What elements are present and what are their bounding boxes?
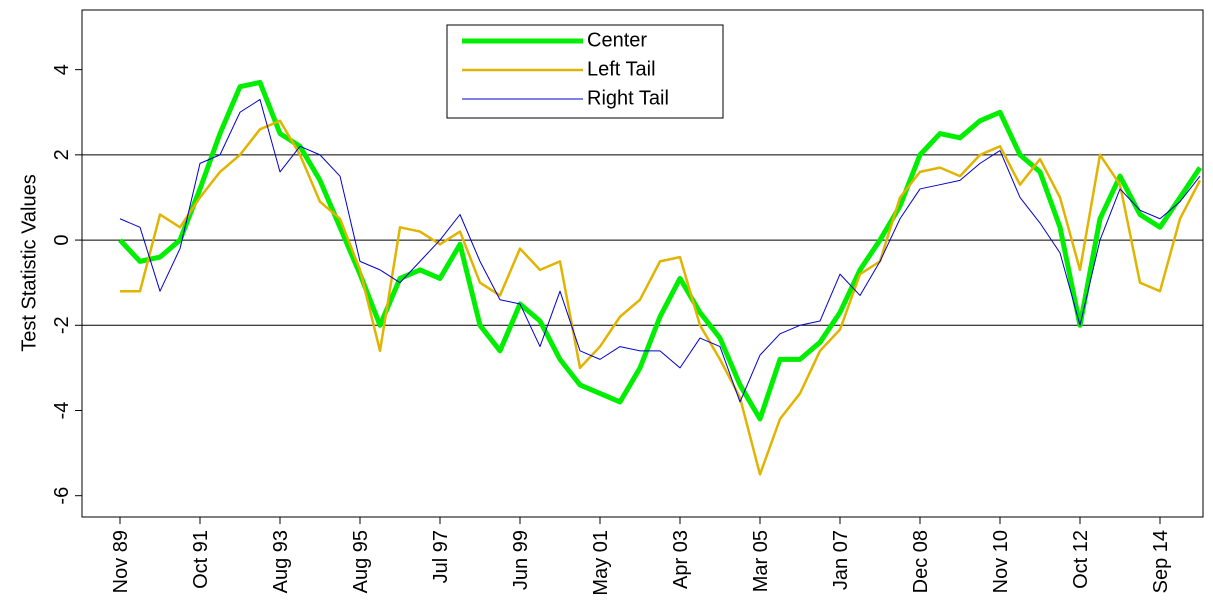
series-line	[118, 79, 1203, 422]
x-tick-label: Sep 14	[1150, 530, 1172, 593]
y-tick-label: -2	[51, 316, 73, 334]
x-tick-label: May 01	[590, 530, 612, 596]
y-tick-label: -4	[51, 402, 73, 420]
x-tick-label: Nov 10	[990, 530, 1012, 593]
series-line	[119, 98, 1201, 403]
x-tick-label: Mar 05	[750, 530, 772, 592]
x-tick-label: Nov 89	[110, 530, 132, 593]
x-tick-label: Dec 08	[910, 530, 932, 593]
x-tick-label: Oct 12	[1070, 530, 1092, 589]
x-tick-label: Aug 93	[270, 530, 292, 593]
legend-label: Left Tail	[587, 58, 656, 80]
y-tick-label: -6	[51, 487, 73, 505]
x-tick-label: Jul 97	[430, 530, 452, 583]
y-tick-label: 4	[51, 64, 73, 75]
legend-label: Right Tail	[587, 87, 669, 109]
y-tick-label: 0	[51, 235, 73, 246]
series-line	[120, 119, 1202, 476]
x-tick-label: Jun 99	[510, 530, 532, 590]
x-tick-label: Oct 91	[190, 530, 212, 589]
y-tick-label: 2	[51, 149, 73, 160]
x-tick-label: Jan 07	[830, 530, 852, 590]
legend-label: Center	[587, 29, 647, 51]
y-axis-label: Test Statistic Values	[18, 174, 40, 351]
x-tick-label: Apr 03	[670, 530, 692, 589]
x-tick-label: Aug 95	[350, 530, 372, 593]
